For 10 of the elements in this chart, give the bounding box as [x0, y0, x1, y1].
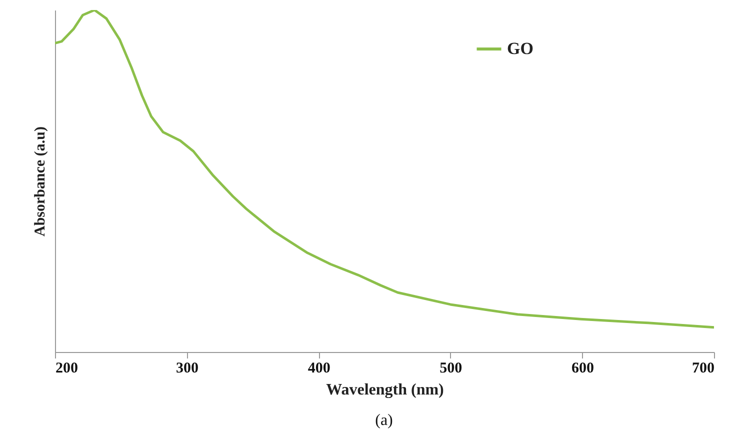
- x-tick-label: 200: [56, 360, 78, 376]
- text: (a): [375, 412, 393, 429]
- x-tick-label: 300: [176, 360, 199, 376]
- y-axis-title: Absorbance (a.u): [32, 126, 48, 237]
- legend-label: GO: [507, 39, 534, 58]
- x-tick-label: 500: [440, 360, 462, 376]
- x-tick-label: 400: [308, 360, 330, 376]
- x-axis-title: Wavelength (nm): [326, 382, 444, 398]
- x-tick-label: 600: [571, 360, 594, 376]
- x-tick-label: 700: [692, 360, 714, 376]
